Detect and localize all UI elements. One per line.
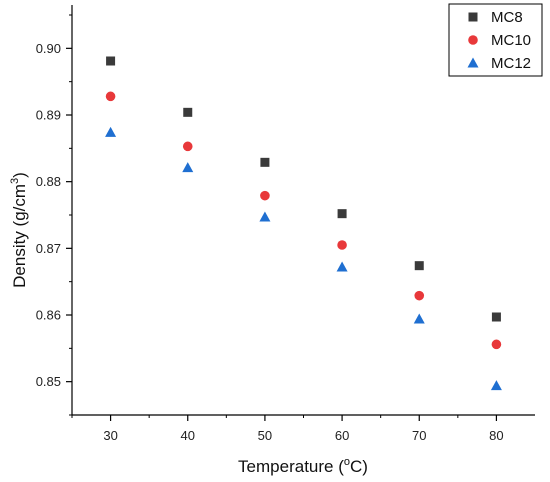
x-tick-label: 70	[412, 428, 426, 443]
x-tick-label: 60	[335, 428, 349, 443]
y-tick-label: 0.89	[36, 108, 61, 123]
x-tick-label: 80	[489, 428, 503, 443]
mc8-point	[260, 157, 270, 167]
mc8-point	[183, 107, 193, 117]
mc12-point	[259, 211, 271, 222]
mc10-point	[260, 190, 270, 201]
ticks: 30 40 50 60 70 80 0.85 0.86 0.87 0.88 0.89 0.90	[36, 14, 504, 443]
legend-label-mc12: MC12	[491, 55, 531, 72]
legend-item-mc8: MC8	[468, 9, 523, 26]
legend-label-mc8: MC8	[491, 9, 523, 26]
mc10-point	[105, 91, 116, 102]
x-tick-label: 40	[181, 428, 195, 443]
mc12-point	[490, 380, 502, 391]
mc12-point	[413, 313, 425, 324]
mc10-point	[491, 339, 502, 350]
x-tick-label: 50	[258, 428, 272, 443]
mc10-point	[337, 240, 347, 250]
mc10-point	[182, 141, 193, 152]
legend-label-mc10: MC10	[491, 32, 531, 49]
y-tick-label: 0.85	[36, 374, 61, 389]
legend-marker-mc12	[467, 57, 479, 68]
series-mc12	[105, 126, 502, 391]
y-axis-title: Density (g/cm3)	[9, 172, 29, 288]
mc12-point	[105, 126, 117, 137]
legend-item-mc12: MC12	[467, 55, 531, 72]
series-mc10	[105, 91, 502, 350]
mc12-point	[336, 261, 348, 272]
legend-items: MC8 MC10 MC12	[467, 9, 531, 72]
y-tick-label: 0.90	[36, 41, 61, 56]
legend: MC8 MC10 MC12	[448, 3, 543, 77]
mc8-point	[106, 56, 116, 66]
legend-marker-mc8	[468, 12, 478, 22]
mc12-point	[182, 162, 194, 173]
y-tick-label: 0.86	[36, 308, 61, 323]
legend-item-mc10: MC10	[468, 32, 531, 49]
legend-box	[448, 3, 543, 77]
series-mc8	[106, 56, 501, 322]
mc8-point	[337, 209, 347, 219]
legend-marker-mc10	[468, 35, 478, 45]
mc10-point	[414, 290, 425, 301]
mc8-point	[414, 261, 424, 271]
y-tick-label: 0.87	[36, 241, 61, 256]
mc8-point	[491, 312, 501, 322]
y-tick-label: 0.88	[36, 174, 61, 189]
x-tick-label: 30	[103, 428, 117, 443]
x-axis-title: Temperature (oC)	[238, 456, 368, 476]
data-points	[105, 56, 502, 391]
